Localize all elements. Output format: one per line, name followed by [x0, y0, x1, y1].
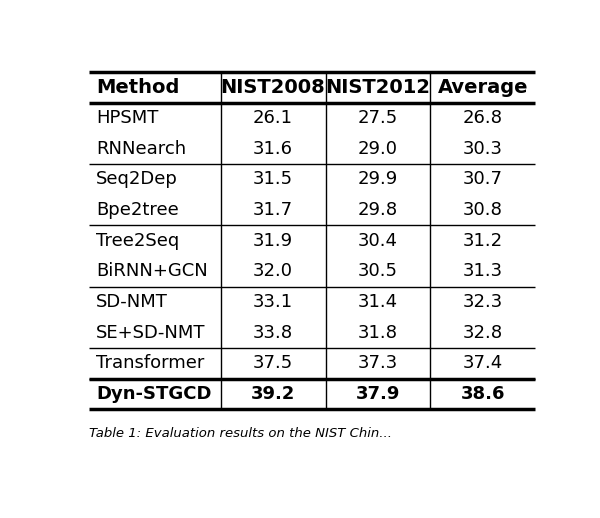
Text: 29.8: 29.8	[358, 201, 398, 219]
Text: 37.3: 37.3	[358, 354, 398, 372]
Text: Average: Average	[437, 78, 528, 97]
Text: 31.3: 31.3	[463, 262, 503, 280]
Text: 26.1: 26.1	[253, 109, 293, 127]
Text: Table 1: Evaluation results on the NIST Chin...: Table 1: Evaluation results on the NIST …	[89, 427, 392, 440]
Text: 37.5: 37.5	[253, 354, 293, 372]
Text: 31.8: 31.8	[358, 324, 398, 341]
Text: 30.8: 30.8	[463, 201, 503, 219]
Text: 37.9: 37.9	[356, 385, 400, 403]
Text: 33.1: 33.1	[253, 293, 293, 311]
Text: 26.8: 26.8	[463, 109, 503, 127]
Text: 31.6: 31.6	[253, 140, 293, 157]
Text: BiRNN+GCN: BiRNN+GCN	[96, 262, 208, 280]
Text: 33.8: 33.8	[253, 324, 293, 341]
Text: 30.3: 30.3	[463, 140, 503, 157]
Text: 30.7: 30.7	[463, 170, 503, 189]
Text: 39.2: 39.2	[251, 385, 295, 403]
Text: 29.0: 29.0	[358, 140, 398, 157]
Text: NIST2008: NIST2008	[221, 78, 325, 97]
Text: SD-NMT: SD-NMT	[96, 293, 168, 311]
Text: 31.5: 31.5	[253, 170, 293, 189]
Text: Method: Method	[96, 78, 179, 97]
Text: 29.9: 29.9	[358, 170, 398, 189]
Text: HPSMT: HPSMT	[96, 109, 158, 127]
Text: 30.5: 30.5	[358, 262, 398, 280]
Text: 32.3: 32.3	[463, 293, 503, 311]
Text: 31.9: 31.9	[253, 232, 293, 250]
Text: 32.0: 32.0	[253, 262, 293, 280]
Text: RNNearch: RNNearch	[96, 140, 186, 157]
Text: 37.4: 37.4	[463, 354, 503, 372]
Text: 32.8: 32.8	[463, 324, 503, 341]
Text: 30.4: 30.4	[358, 232, 398, 250]
Text: SE+SD-NMT: SE+SD-NMT	[96, 324, 205, 341]
Text: Transformer: Transformer	[96, 354, 204, 372]
Text: 38.6: 38.6	[461, 385, 505, 403]
Text: 31.2: 31.2	[463, 232, 503, 250]
Text: 27.5: 27.5	[358, 109, 398, 127]
Text: 31.7: 31.7	[253, 201, 293, 219]
Text: Bpe2tree: Bpe2tree	[96, 201, 179, 219]
Text: 31.4: 31.4	[358, 293, 398, 311]
Text: Tree2Seq: Tree2Seq	[96, 232, 179, 250]
Text: NIST2012: NIST2012	[325, 78, 430, 97]
Text: Seq2Dep: Seq2Dep	[96, 170, 178, 189]
Text: Dyn-STGCD: Dyn-STGCD	[96, 385, 211, 403]
